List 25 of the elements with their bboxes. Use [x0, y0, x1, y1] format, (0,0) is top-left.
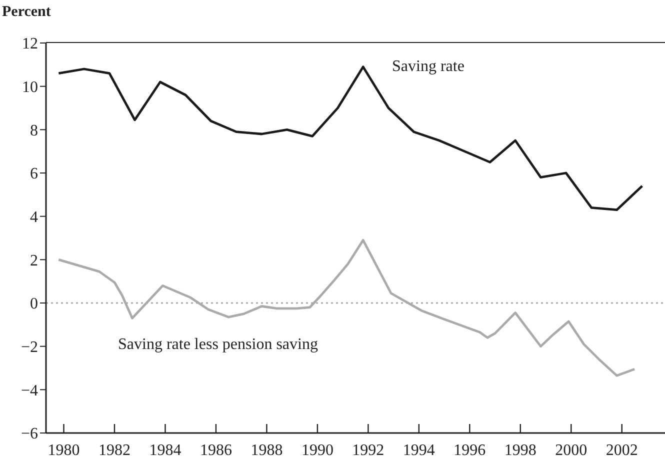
y-tick-label: −4: [20, 382, 38, 400]
x-tick-label: 1986: [200, 442, 232, 459]
y-tick-label: 10: [22, 79, 38, 96]
y-tick-label: 8: [30, 122, 38, 140]
x-tick-label: 1988: [250, 442, 283, 459]
y-tick-label: 4: [30, 209, 38, 226]
y-tick-label: 6: [30, 166, 38, 183]
x-tick-label: 1980: [48, 442, 80, 459]
x-tick-label: 1990: [301, 442, 334, 459]
y-tick-label: −2: [20, 339, 38, 356]
annotation: Saving rate less pension saving: [118, 336, 318, 354]
x-tick-label: 1998: [504, 442, 536, 459]
x-tick-label: 1996: [454, 442, 486, 459]
y-tick-label: 0: [30, 296, 38, 313]
x-tick-label: 1994: [402, 442, 435, 459]
x-tick-label: 1982: [98, 442, 130, 459]
x-tick-label: 1992: [352, 442, 384, 459]
annotation: Saving rate: [392, 58, 464, 76]
y-tick-label: 12: [22, 36, 38, 53]
x-tick-label: 2000: [555, 442, 588, 459]
y-tick-label: 2: [30, 252, 38, 270]
x-tick-label: 1984: [149, 442, 182, 459]
y-axis-title: Percent: [2, 4, 51, 21]
x-tick-label: 2002: [606, 442, 638, 459]
y-tick-label: −6: [20, 426, 38, 443]
